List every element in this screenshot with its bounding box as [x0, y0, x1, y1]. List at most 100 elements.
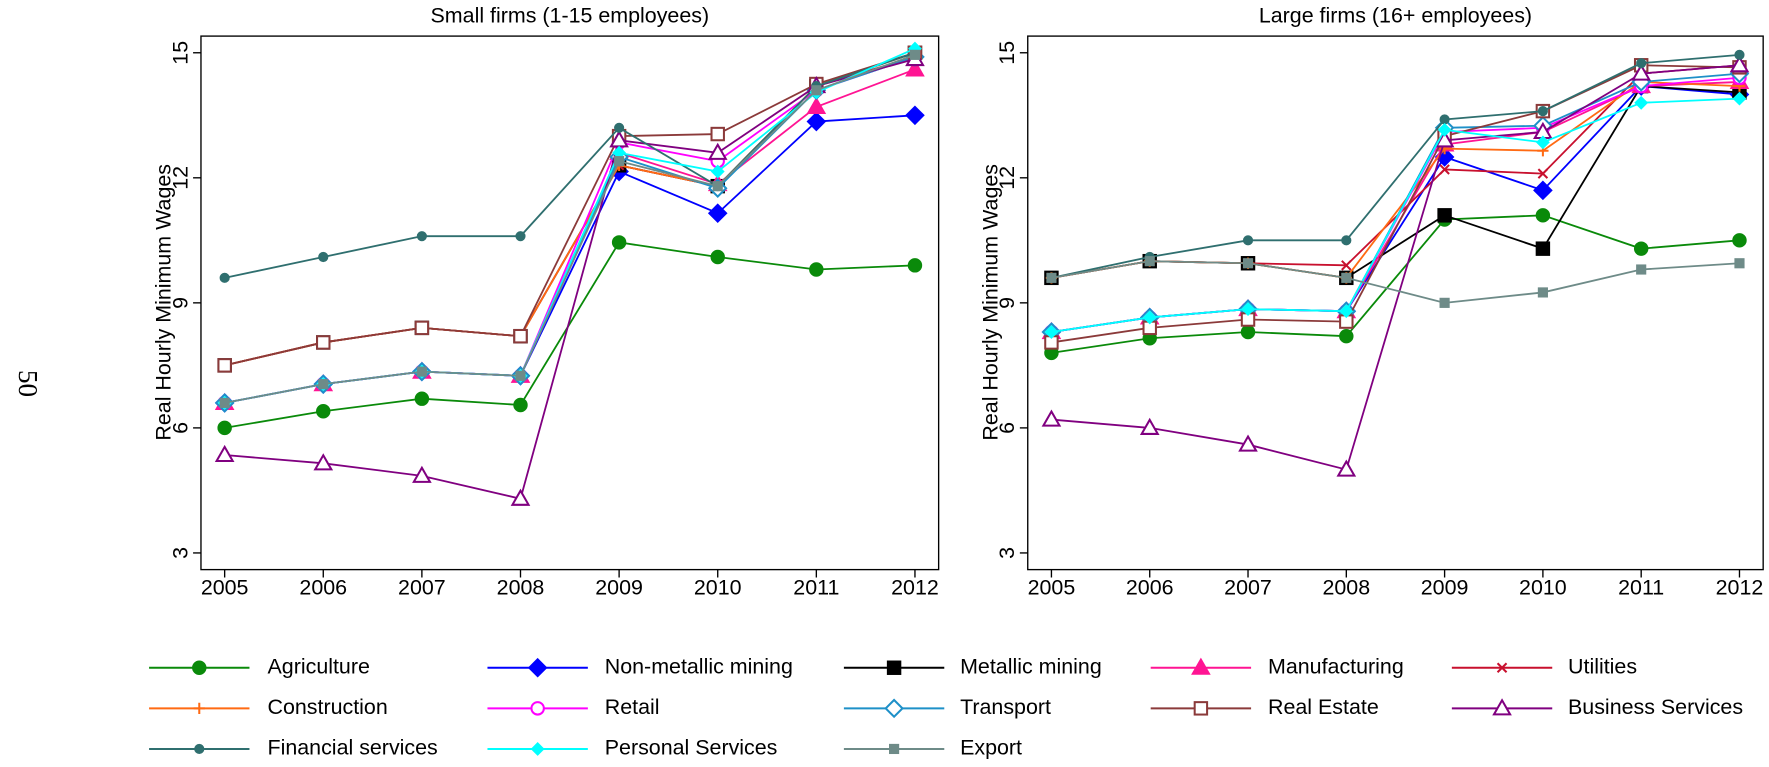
marker: [712, 181, 723, 192]
x-tick-label: 2011: [793, 575, 839, 599]
marker: [513, 397, 528, 413]
marker: [707, 203, 728, 224]
marker: [1636, 58, 1647, 69]
marker: [1193, 701, 1209, 716]
marker: [886, 660, 902, 675]
marker: [530, 742, 545, 756]
marker: [318, 379, 329, 390]
marker: [1241, 302, 1255, 317]
marker: [905, 105, 925, 126]
marker: [905, 59, 925, 77]
plot-frame: [200, 35, 940, 571]
legend-label: Real Estate: [1268, 695, 1379, 719]
series-line: [224, 51, 916, 367]
marker: [1139, 417, 1160, 435]
y-tick-label: 6: [995, 422, 1019, 434]
marker: [1191, 657, 1211, 675]
marker: [806, 96, 827, 115]
x-tick-label: 2007: [1224, 575, 1272, 599]
marker: [710, 126, 725, 142]
marker: [909, 49, 921, 60]
marker: [1242, 235, 1254, 246]
marker: [1238, 434, 1258, 452]
marker: [527, 657, 548, 678]
chart-title: Small firms (1-15 employees): [431, 4, 710, 28]
series-line: [1051, 72, 1740, 333]
marker: [193, 702, 205, 714]
marker: [192, 660, 207, 675]
x-tick-label: 2011: [1618, 575, 1664, 599]
legend-label: Metallic mining: [960, 654, 1102, 678]
marker: [217, 358, 232, 373]
x-tick-label: 2008: [497, 575, 545, 599]
marker: [1492, 698, 1512, 716]
y-axis-label: Real Hourly Minimum Wages: [978, 164, 1002, 441]
marker: [1439, 114, 1450, 125]
y-tick-label: 9: [168, 297, 192, 309]
marker: [1636, 264, 1647, 275]
x-tick-label: 2008: [1322, 575, 1370, 599]
marker: [1537, 287, 1548, 298]
x-tick-label: 2012: [891, 575, 939, 599]
marker: [1533, 180, 1553, 201]
page-number: 50: [13, 370, 43, 397]
marker: [515, 231, 526, 242]
y-tick-label: 12: [995, 166, 1019, 190]
series-line: [1051, 81, 1740, 333]
marker: [611, 235, 627, 250]
y-tick-label: 15: [995, 41, 1019, 65]
marker: [530, 701, 545, 716]
marker: [1537, 106, 1548, 117]
marker: [1734, 49, 1745, 60]
marker: [217, 420, 232, 436]
legend-label: Agriculture: [268, 654, 370, 678]
legend-label: Manufacturing: [1268, 654, 1404, 678]
legend-label: Utilities: [1568, 654, 1637, 678]
marker: [1144, 256, 1155, 267]
marker: [1535, 241, 1551, 256]
chart-title: Large firms (16+ employees): [1259, 4, 1532, 28]
y-tick-label: 12: [168, 166, 192, 190]
series-line: [1051, 64, 1740, 344]
marker: [1046, 272, 1057, 283]
marker: [1537, 168, 1549, 179]
marker: [1729, 55, 1750, 73]
y-tick-label: 9: [995, 297, 1019, 309]
marker: [194, 743, 205, 755]
marker: [1734, 258, 1745, 269]
series-line: [1051, 214, 1740, 354]
y-tick-label: 15: [168, 41, 192, 65]
marker: [614, 122, 625, 133]
marker: [412, 465, 432, 483]
marker: [811, 85, 822, 96]
y-axis-label: Real Hourly Minimum Wages: [152, 164, 176, 441]
marker: [884, 698, 904, 719]
x-tick-label: 2007: [398, 575, 446, 599]
marker: [1242, 258, 1254, 269]
series-line: [1051, 85, 1740, 333]
marker: [219, 272, 230, 283]
marker: [1142, 310, 1157, 325]
x-tick-label: 2012: [1716, 575, 1764, 599]
x-tick-label: 2006: [299, 575, 347, 599]
marker: [214, 444, 235, 463]
legend-label: Non-metallic mining: [605, 654, 793, 678]
series-line: [1051, 76, 1740, 333]
marker: [1439, 164, 1450, 175]
marker: [614, 156, 625, 167]
series-line: [1051, 64, 1740, 471]
legend-label: Retail: [605, 695, 660, 719]
y-tick-label: 6: [168, 422, 192, 434]
series-line: [1051, 260, 1740, 304]
series-line: [224, 241, 915, 429]
marker: [510, 488, 531, 506]
marker: [907, 258, 923, 273]
x-tick-label: 2009: [1421, 575, 1469, 599]
marker: [416, 231, 427, 242]
y-tick-label: 3: [168, 547, 192, 559]
marker: [1535, 135, 1550, 150]
marker: [1437, 208, 1452, 223]
marker: [316, 335, 331, 350]
